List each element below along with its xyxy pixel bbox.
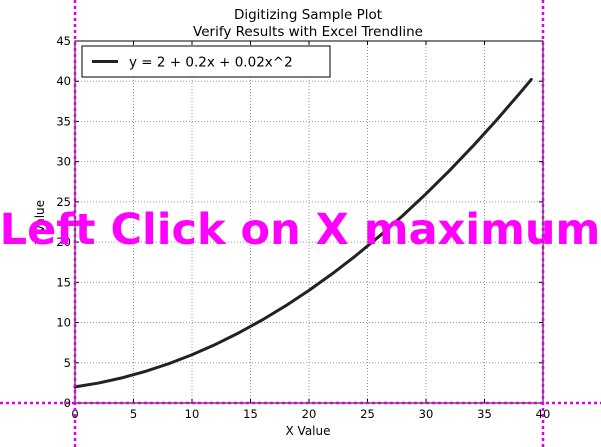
x-tick-label: 25	[360, 407, 375, 421]
chart-subtitle: Verify Results with Excel Trendline	[193, 24, 423, 40]
y-tick-label: 45	[56, 34, 71, 48]
y-tick-label: 20	[56, 235, 71, 249]
y-tick-labels: 051015202530354045	[56, 34, 71, 410]
series	[73, 77, 533, 389]
y-tick-label: 15	[56, 275, 71, 289]
instruction-text: Left Click on X maximum	[0, 205, 600, 255]
y-axis-label: Y Value	[33, 200, 47, 245]
grid	[75, 41, 543, 403]
series-line	[73, 77, 533, 389]
x-tick-labels: 0510152025303540	[71, 407, 550, 421]
y-tick-label: 35	[56, 114, 71, 128]
chart-title: Digitizing Sample Plot	[234, 7, 382, 23]
y-tick-label: 10	[56, 316, 71, 330]
tick-marks	[74, 40, 544, 404]
legend-entry: y = 2 + 0.2x + 0.02x^2	[129, 55, 293, 71]
x-axis-label: X Value	[286, 424, 331, 438]
x-tick-label: 35	[477, 407, 492, 421]
legend-box	[81, 45, 331, 78]
legend: y = 2 + 0.2x + 0.02x^2	[81, 45, 331, 78]
y-tick-label: 40	[56, 74, 71, 88]
y-tick-label: 5	[64, 356, 71, 370]
x-tick-label: 30	[419, 407, 434, 421]
y-tick-label: 30	[56, 155, 71, 169]
x-tick-label: 20	[302, 407, 317, 421]
x-tick-label: 10	[185, 407, 200, 421]
x-tick-label: 15	[243, 407, 258, 421]
y-tick-label: 25	[56, 195, 71, 209]
x-tick-label: 5	[130, 407, 137, 421]
